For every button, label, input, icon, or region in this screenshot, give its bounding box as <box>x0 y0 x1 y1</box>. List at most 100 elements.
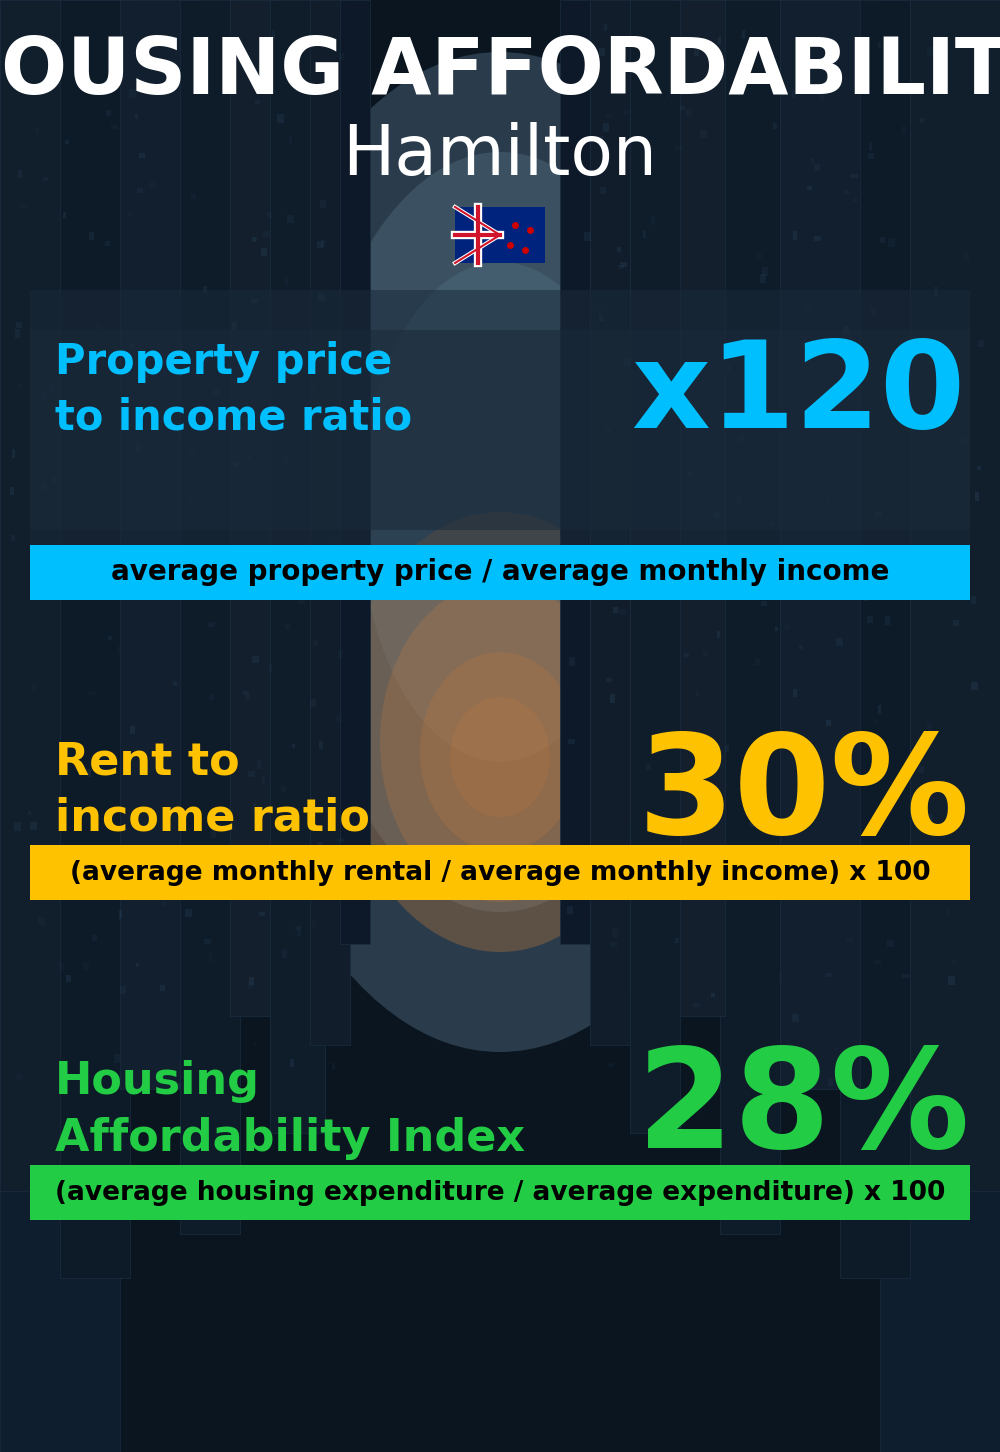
Bar <box>975 492 979 501</box>
Bar <box>902 974 909 979</box>
Text: HOUSING AFFORDABILITY: HOUSING AFFORDABILITY <box>0 33 1000 110</box>
Bar <box>792 1013 799 1022</box>
Bar <box>836 637 843 646</box>
Bar <box>185 909 192 918</box>
Bar <box>295 926 301 929</box>
Bar <box>844 190 849 195</box>
Bar <box>569 656 575 666</box>
Bar <box>312 921 316 926</box>
Bar <box>161 902 165 906</box>
Bar <box>123 870 130 876</box>
Bar <box>793 690 797 697</box>
Bar <box>646 764 651 770</box>
Bar <box>261 248 267 256</box>
Bar <box>890 378 895 385</box>
Bar <box>964 253 969 261</box>
Bar <box>920 118 924 123</box>
Bar <box>617 247 621 253</box>
Bar <box>331 565 336 572</box>
Bar <box>779 973 782 982</box>
Bar <box>147 42 150 46</box>
Bar <box>317 241 323 248</box>
Bar <box>178 433 181 437</box>
Bar <box>136 443 141 452</box>
Bar <box>272 35 276 39</box>
Bar <box>888 238 895 247</box>
Bar <box>608 1063 614 1067</box>
Bar <box>158 881 165 886</box>
Bar <box>844 1053 850 1059</box>
Bar <box>612 547 617 555</box>
Bar <box>713 513 720 518</box>
Bar <box>686 109 692 118</box>
Bar <box>741 421 746 427</box>
Bar <box>920 592 926 600</box>
Bar <box>62 544 68 550</box>
Bar <box>130 726 135 735</box>
Bar <box>108 636 112 640</box>
Bar <box>119 910 122 919</box>
Bar <box>282 950 287 958</box>
Bar <box>263 231 270 237</box>
Bar <box>814 237 821 241</box>
Bar <box>742 30 745 39</box>
Bar <box>614 581 618 587</box>
Bar <box>18 170 22 179</box>
Bar <box>326 391 330 398</box>
Text: Housing
Affordability Index: Housing Affordability Index <box>55 1060 525 1160</box>
Bar <box>158 752 164 759</box>
Bar <box>253 1041 256 1045</box>
Bar <box>834 746 838 755</box>
Bar <box>119 359 122 364</box>
Bar <box>871 306 876 315</box>
Bar <box>826 973 832 977</box>
Bar <box>599 309 602 319</box>
Bar <box>688 470 693 476</box>
Bar <box>106 110 111 116</box>
Bar <box>135 115 138 119</box>
Bar <box>114 1054 120 1063</box>
Bar <box>248 454 251 460</box>
Bar <box>178 1083 181 1089</box>
Bar <box>321 240 325 247</box>
Bar <box>318 842 322 847</box>
Bar <box>262 775 265 784</box>
Bar <box>211 829 216 838</box>
Bar <box>874 719 877 723</box>
Text: Property price
to income ratio: Property price to income ratio <box>55 341 412 439</box>
Bar <box>318 293 325 301</box>
Bar <box>700 131 707 138</box>
Bar <box>792 865 795 870</box>
Bar <box>568 739 575 743</box>
Bar <box>272 30 275 39</box>
Bar <box>281 786 286 791</box>
Bar <box>153 359 157 363</box>
Bar <box>136 963 139 967</box>
Bar <box>49 383 55 391</box>
Bar <box>807 186 812 190</box>
Bar <box>20 205 27 209</box>
Bar <box>243 691 249 696</box>
Bar <box>30 290 970 590</box>
Bar <box>887 939 894 947</box>
Bar <box>620 261 627 267</box>
Bar <box>725 745 729 752</box>
Bar <box>203 286 207 293</box>
Bar <box>731 852 738 860</box>
Bar <box>208 621 215 627</box>
Bar <box>843 327 849 334</box>
Bar <box>960 439 966 443</box>
Bar <box>599 141 605 147</box>
Bar <box>814 164 820 171</box>
Bar <box>46 566 49 571</box>
Bar <box>590 0 630 1045</box>
Bar <box>148 452 153 456</box>
Text: Hamilton: Hamilton <box>343 122 657 189</box>
Bar <box>89 232 94 240</box>
Bar <box>752 484 755 486</box>
Bar <box>606 428 611 433</box>
Bar <box>918 767 924 772</box>
Bar <box>910 0 1000 1191</box>
Bar <box>613 607 618 613</box>
Bar <box>851 174 858 179</box>
